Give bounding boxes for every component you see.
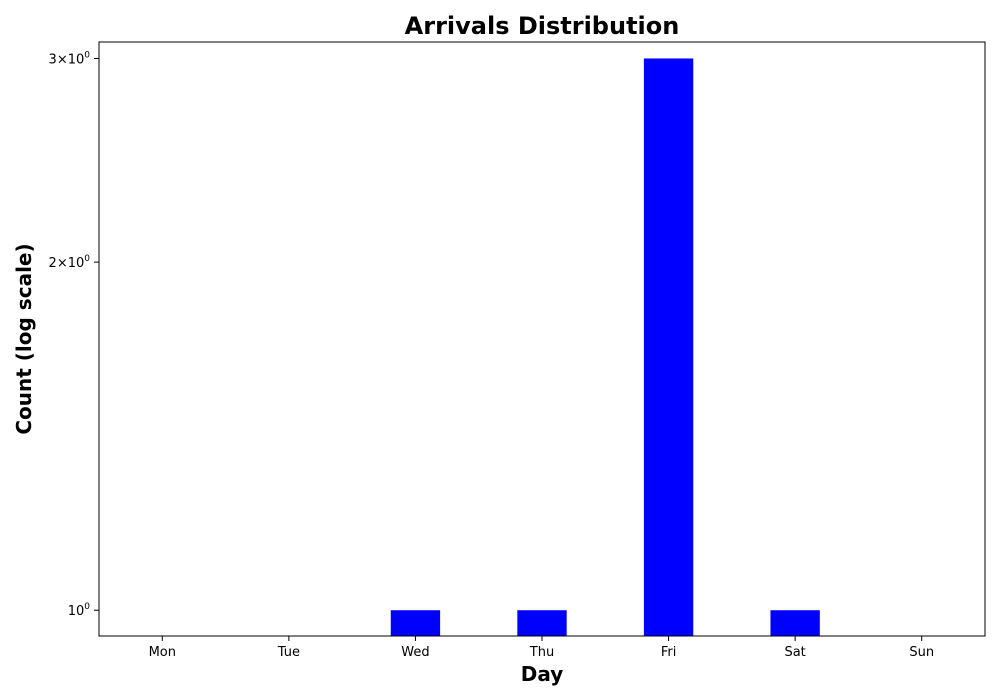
x-tick-label-mon: Mon [149, 645, 176, 660]
bar-thu [517, 610, 567, 636]
x-tick-label-sun: Sun [909, 645, 934, 660]
bar-sat [770, 610, 820, 636]
plot-frame [98, 41, 986, 637]
bar-fri [643, 58, 694, 636]
bars-layer [390, 58, 820, 636]
bar-wed [390, 610, 441, 636]
y-ticks: 100 2×100 3×100 [49, 50, 99, 619]
y-tick-label-2: 3×100 [49, 50, 91, 67]
y-tick-label-0: 100 [68, 602, 91, 619]
y-tick-label-1: 2×100 [49, 254, 91, 271]
x-tick-label-sat: Sat [784, 645, 805, 660]
chart-title: Arrivals Distribution [405, 12, 680, 40]
x-tick-label-wed: Wed [401, 645, 429, 660]
x-tick-label-tue: Tue [277, 645, 300, 660]
x-ticks: Mon Tue Wed Thu Fri Sat Sun [149, 636, 934, 660]
y-axis-label: Count (log scale) [12, 243, 36, 434]
x-axis-label: Day [521, 662, 564, 686]
x-tick-label-fri: Fri [661, 645, 677, 660]
x-tick-label-thu: Thu [529, 645, 554, 660]
